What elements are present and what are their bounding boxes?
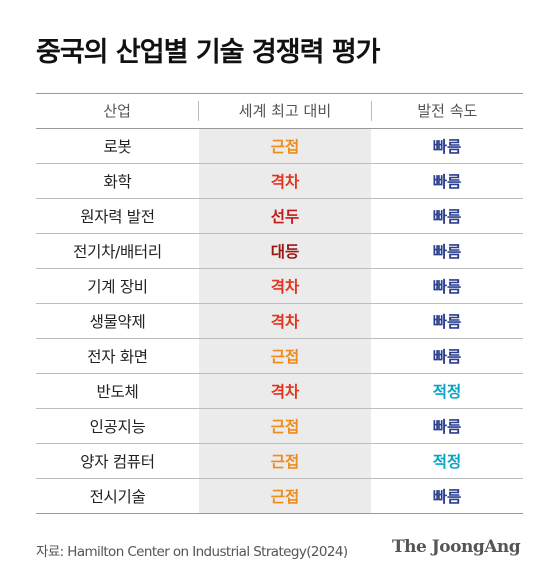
industry-cell: 생물약제 [89,313,146,331]
level-cell: 격차 [270,383,300,401]
table-row: 양자 컴퓨터 근접 적정 [36,444,523,479]
speed-cell: 빠름 [432,418,462,436]
page-title: 중국의 산업별 기술 경쟁력 평가 [36,37,381,68]
table-row: 화학 격차 빠름 [36,164,523,199]
level-cell: 근접 [270,418,300,436]
table-row: 생물약제 격차 빠름 [36,304,523,339]
table-row: 전시기술 근접 빠름 [36,479,523,514]
source-note: 자료: Hamilton Center on Industrial Strate… [36,544,348,560]
table-row: 전자 화면 근접 빠름 [36,339,523,374]
speed-cell: 빠름 [432,278,462,296]
header-speed: 발전 속도 [417,102,478,120]
industry-cell: 로봇 [103,138,132,156]
level-cell: 격차 [270,313,300,331]
table-row: 반도체 격차 적정 [36,374,523,409]
speed-cell: 적정 [432,383,462,401]
table-body: 로봇 근접 빠름 화학 격차 빠름 원자력 발전 선두 빠름 전기차/배터리 대등 빠름 기계 장비 격차… [36,129,523,514]
speed-cell: 빠름 [432,173,462,191]
industry-cell: 원자력 발전 [80,208,155,226]
industry-cell: 반도체 [96,383,139,401]
speed-cell: 빠름 [432,208,462,226]
level-cell: 근접 [270,348,300,366]
table-row: 로봇 근접 빠름 [36,129,523,164]
level-cell: 근접 [270,488,300,506]
table-row: 원자력 발전 선두 빠름 [36,199,523,234]
level-cell: 격차 [270,173,300,191]
header-industry: 산업 [36,101,200,121]
level-cell: 근접 [270,453,300,471]
level-cell: 대등 [270,243,300,261]
level-cell: 선두 [270,208,300,226]
industry-cell: 전기차/배터리 [73,243,162,261]
industry-cell: 양자 컴퓨터 [80,453,155,471]
top-divider [36,93,523,94]
industry-cell: 화학 [103,173,132,191]
level-cell: 근접 [270,138,300,156]
speed-cell: 적정 [432,453,462,471]
header-level: 세계 최고 대비 [199,101,372,121]
speed-cell: 빠름 [432,488,462,506]
industry-cell: 전시기술 [89,488,146,506]
table-row: 기계 장비 격차 빠름 [36,269,523,304]
industry-cell: 전자 화면 [87,348,148,366]
speed-cell: 빠름 [432,313,462,331]
table-row: 전기차/배터리 대등 빠름 [36,234,523,269]
highlight-column-background [199,129,371,514]
speed-cell: 빠름 [432,138,462,156]
speed-cell: 빠름 [432,348,462,366]
speed-cell: 빠름 [432,243,462,261]
industry-cell: 기계 장비 [87,278,148,296]
level-cell: 격차 [270,278,300,296]
industry-cell: 인공지능 [89,418,146,436]
table-row: 인공지능 근접 빠름 [36,409,523,444]
brand-logo: The JoongAng [392,537,521,557]
table-header: 산업 세계 최고 대비 발전 속도 [36,94,523,129]
